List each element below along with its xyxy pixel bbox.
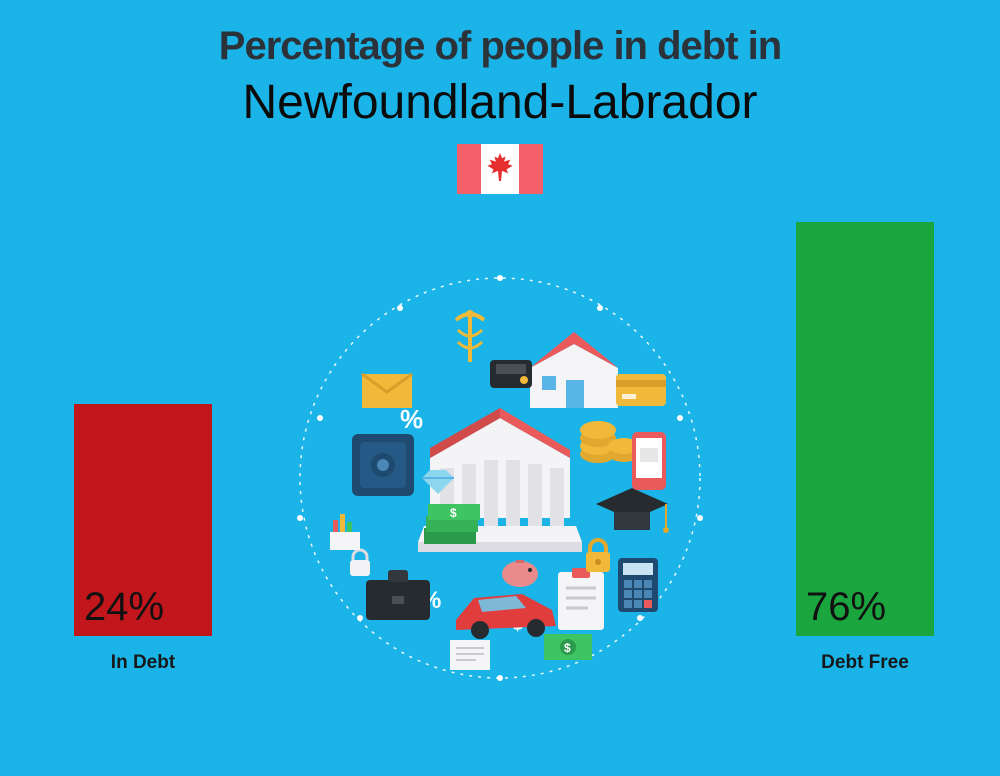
bar-label-debt-free: Debt Free [796,652,934,674]
flag-band-mid [481,144,519,194]
bar-in-debt: 24% In Debt [74,404,212,674]
bar-debt-free: 76% Debt Free [796,222,934,674]
title-line-2: Newfoundland-Labrador [0,75,1000,130]
title-line-1: Percentage of people in debt in [0,0,1000,69]
maple-leaf-icon [487,153,513,186]
canada-flag-icon [457,144,543,194]
bar-value-debt-free: 76% [806,585,886,630]
bar-label-in-debt: In Debt [74,652,212,674]
bar-rect-debt-free: 76% [796,222,934,636]
bar-chart: 24% In Debt 76% Debt Free [0,210,1000,730]
flag-band-left [457,144,481,194]
flag-band-right [519,144,543,194]
bar-rect-in-debt: 24% [74,404,212,636]
bar-value-in-debt: 24% [84,585,164,630]
